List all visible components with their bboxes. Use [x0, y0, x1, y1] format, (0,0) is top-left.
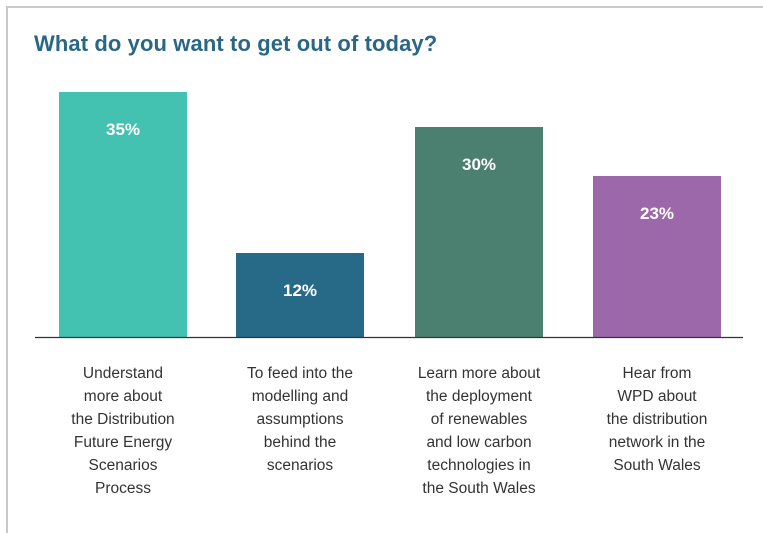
bar-value-label-2: 12% [283, 281, 317, 300]
category-label-4: Hear from WPD about the distribution networ… [607, 365, 708, 474]
bar-value-label-4: 23% [640, 204, 674, 223]
bar-2 [236, 253, 364, 337]
chart-title: What do you want to get out of today? [34, 31, 438, 56]
bar-value-label-1: 35% [106, 120, 140, 139]
bar-4 [593, 176, 721, 337]
category-label-2: To feed into the modelling and assumptions… [247, 365, 353, 474]
bar-3 [415, 127, 543, 337]
category-label-1: Understand more about the Distribution Futu… [71, 365, 174, 497]
bar-1 [59, 92, 187, 337]
bar-value-label-3: 30% [462, 155, 496, 174]
category-label-3: Learn more about the deployment of renewab… [418, 365, 541, 497]
chart-frame [6, 6, 763, 533]
